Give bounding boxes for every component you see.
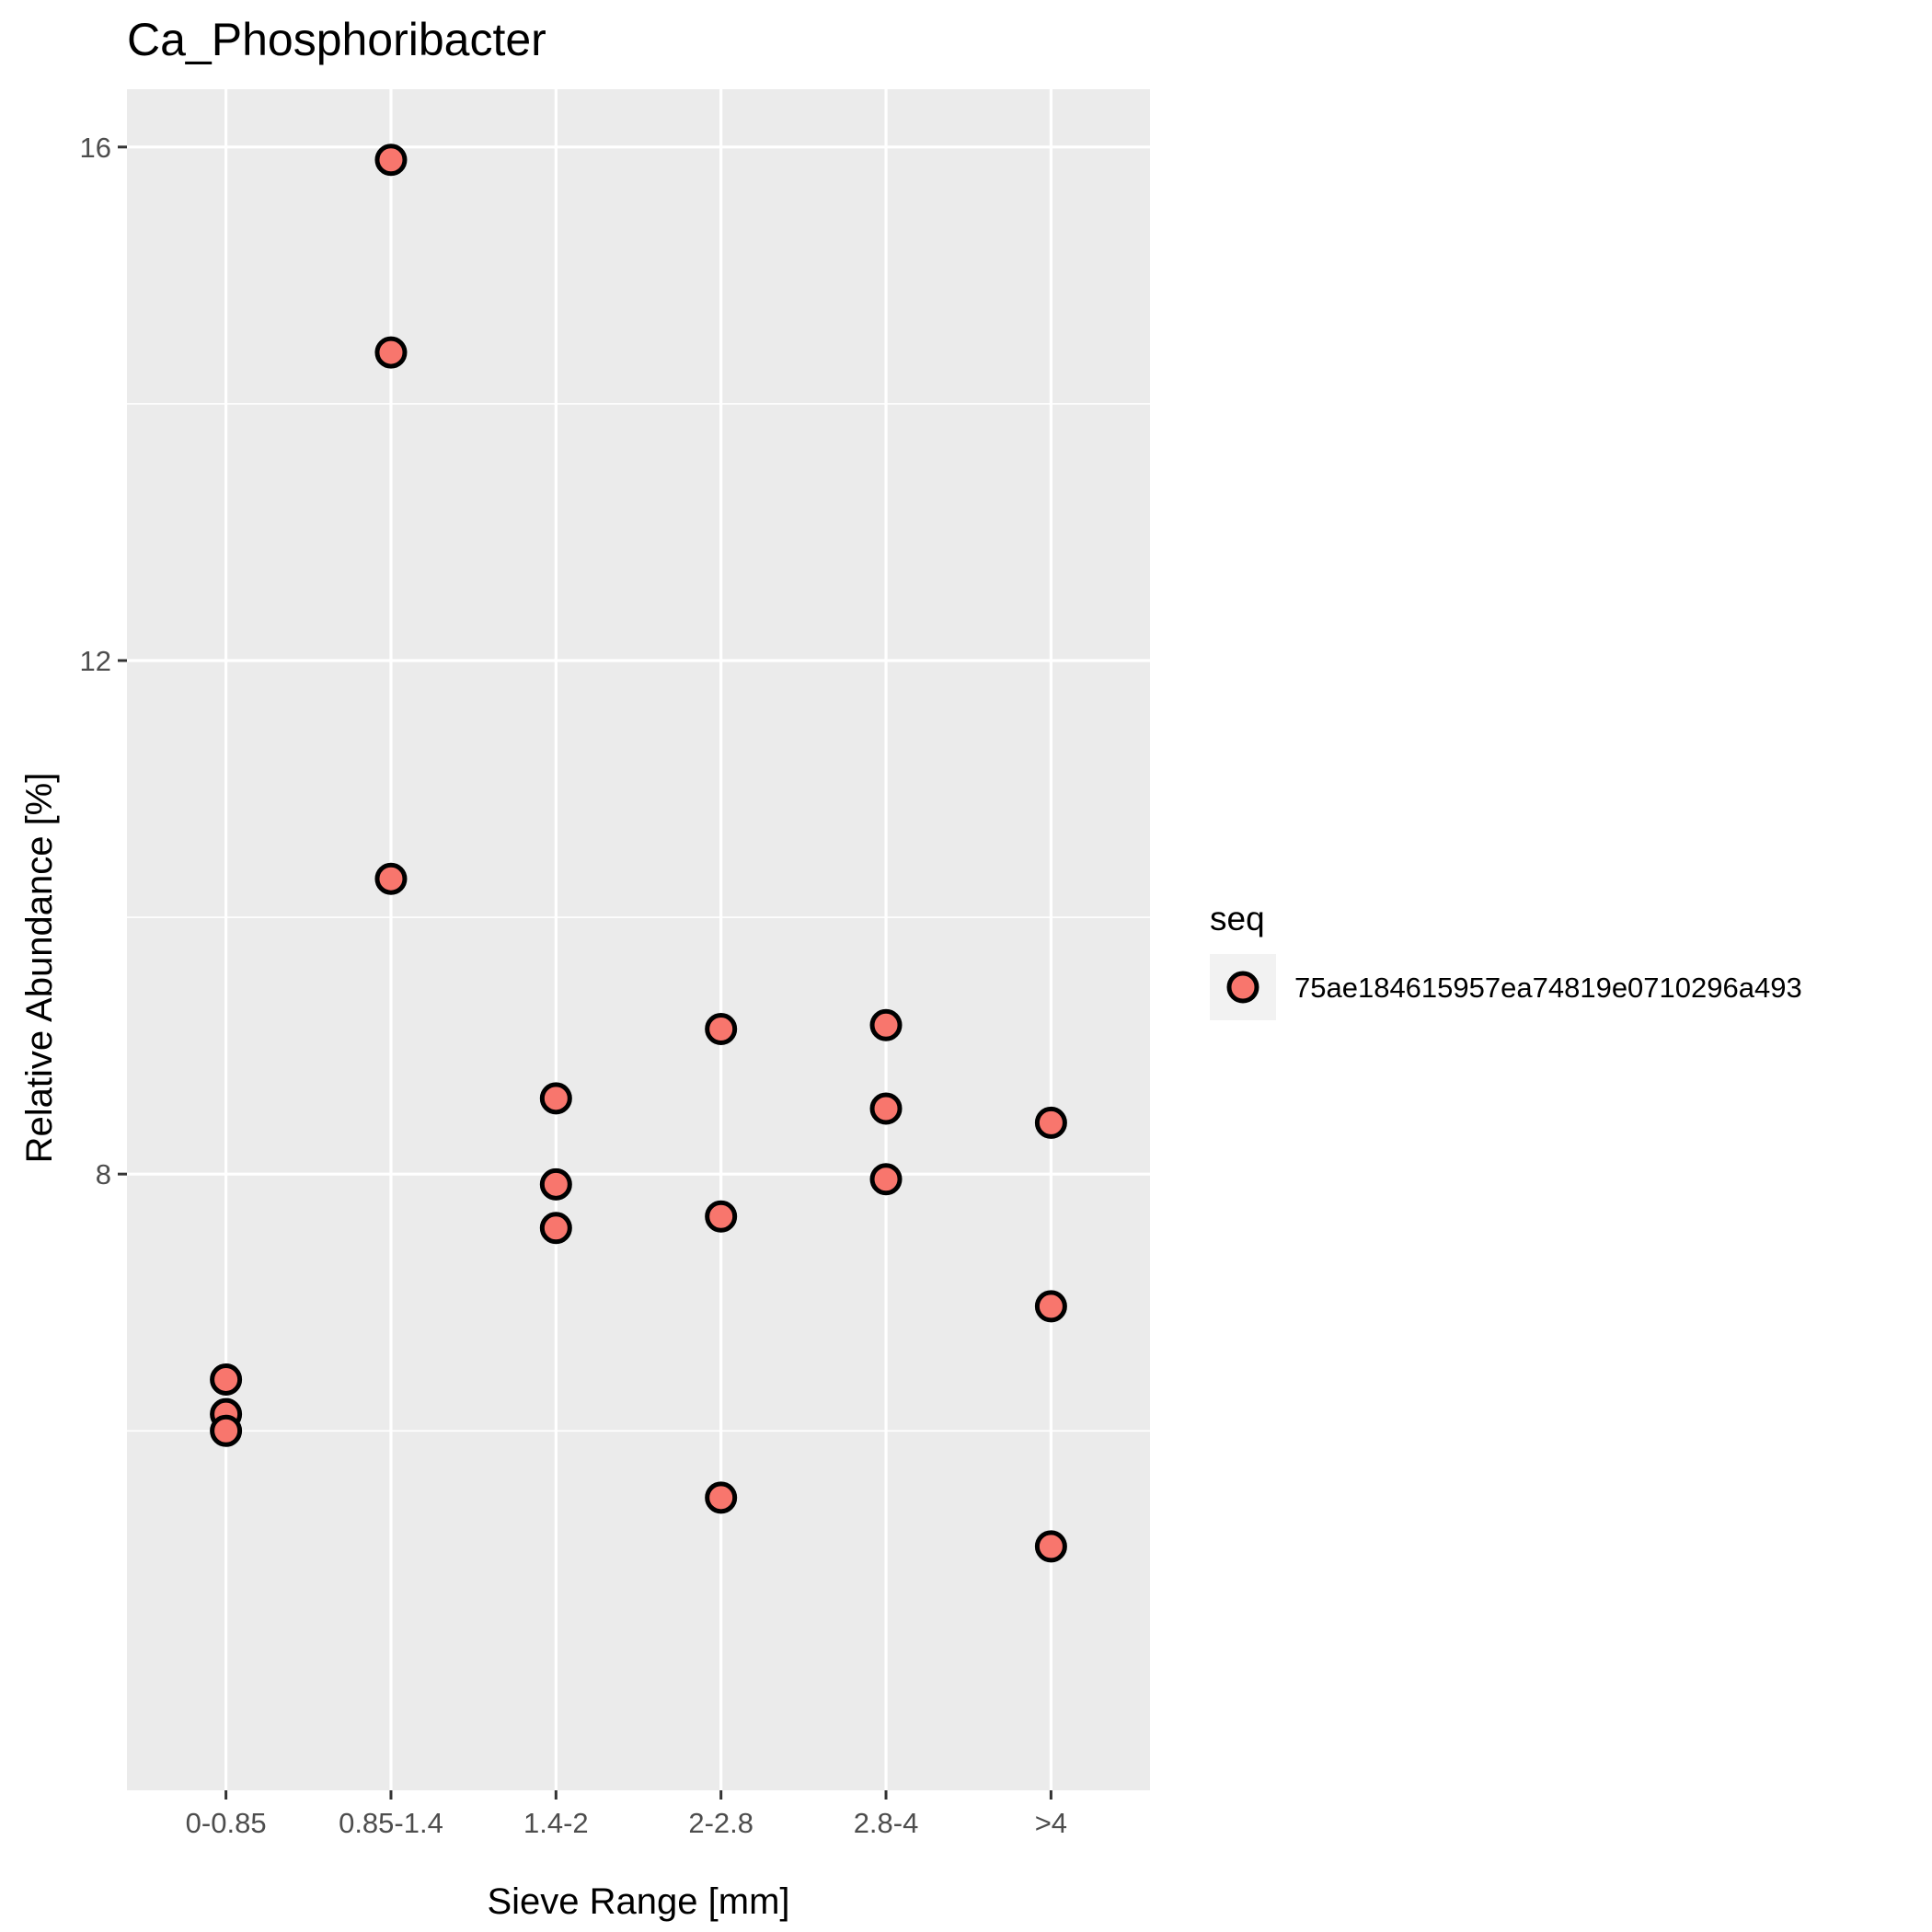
legend-key-marker [1226, 971, 1259, 1004]
plot-panel [127, 89, 1150, 1790]
chart-title: Ca_Phosphoribacter [127, 14, 546, 65]
data-point [210, 1414, 243, 1447]
legend-title: seq [1210, 900, 1265, 937]
x-tick-label: >4 [1035, 1807, 1067, 1839]
data-point [539, 1167, 572, 1201]
x-tick-label: 2.8-4 [854, 1807, 919, 1839]
data-point [1034, 1106, 1067, 1139]
legend-entry-label: 75ae184615957ea74819e0710296a493 [1294, 972, 1802, 1004]
x-tick-label: 0-0.85 [186, 1807, 267, 1839]
data-point [869, 1092, 903, 1125]
data-point [210, 1363, 243, 1396]
data-point [374, 336, 408, 369]
data-point [1034, 1290, 1067, 1323]
x-tick-label: 2-2.8 [688, 1807, 753, 1839]
minor-gridlines [127, 403, 1150, 1432]
data-point [869, 1163, 903, 1196]
x-tick-label: 0.85-1.4 [339, 1807, 443, 1839]
x-tick-label: 1.4-2 [523, 1807, 589, 1839]
data-point [705, 1012, 738, 1045]
legend: seq 75ae184615957ea74819e0710296a493 [1210, 900, 1802, 1020]
data-point [539, 1212, 572, 1245]
y-axis-title: Relative Abundance [%] [19, 773, 60, 1164]
x-axis: 0-0.85 0.85-1.4 1.4-2 2-2.8 2.8-4 >4 [186, 1790, 1067, 1839]
data-point [539, 1082, 572, 1115]
data-point [374, 144, 408, 177]
data-point [705, 1200, 738, 1233]
data-points [210, 144, 1067, 1563]
y-tick-label: 8 [96, 1158, 111, 1190]
data-point [705, 1481, 738, 1514]
y-tick-label: 16 [80, 132, 111, 164]
x-axis-title: Sieve Range [mm] [487, 1881, 789, 1922]
y-tick-label: 12 [80, 645, 111, 677]
data-point [869, 1008, 903, 1041]
y-axis: 8 12 16 [80, 132, 127, 1190]
data-point [1034, 1530, 1067, 1563]
data-point [374, 862, 408, 895]
